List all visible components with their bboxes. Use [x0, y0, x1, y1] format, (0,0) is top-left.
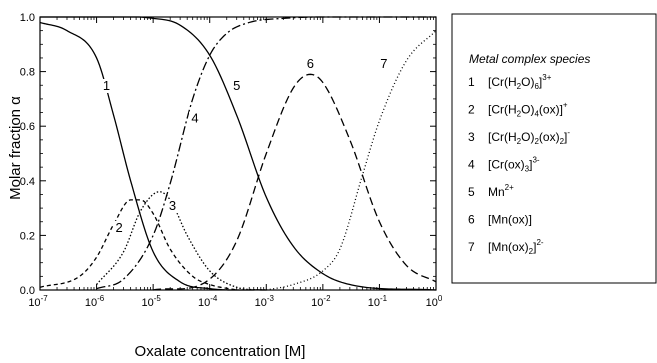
legend-number: 1	[468, 75, 475, 89]
x-axis: 10-7 10-6 10-5 10-4 10-3 10-2 10-1 100	[28, 17, 443, 309]
legend-number: 4	[468, 158, 475, 172]
x-tick-label: 10-3	[255, 294, 275, 309]
curves	[39, 16, 437, 291]
curve-label-bg	[166, 199, 179, 214]
x-axis-title: Oxalate concentration [M]	[135, 343, 306, 360]
legend-entry-7: [Mn(ox)2]2-	[488, 238, 544, 256]
x-tick-label: 10-1	[368, 294, 388, 309]
legend-number: 5	[468, 185, 475, 199]
curve-label-7: 7	[380, 56, 387, 71]
x-tick-label: 100	[426, 294, 443, 309]
legend-number: 2	[468, 103, 475, 117]
y-tick-label: 0.4	[20, 176, 35, 188]
curve-labels: 1 2 3 4 5 6 7	[100, 56, 390, 235]
curve-4	[96, 16, 436, 290]
y-tick-label: 1.0	[20, 12, 35, 24]
x-tick-label: 10-6	[85, 294, 105, 309]
curve-label-6: 6	[307, 56, 314, 71]
legend-number: 3	[468, 130, 475, 144]
curve-label-bg	[304, 57, 317, 72]
curve-label-5: 5	[233, 78, 240, 93]
curve-label-1: 1	[103, 78, 110, 93]
curve-label-2: 2	[115, 220, 122, 235]
y-tick-label: 0.0	[20, 285, 35, 297]
x-tick-label: 10-7	[28, 294, 48, 309]
curve-7	[266, 30, 437, 291]
y-tick-label: 0.2	[20, 230, 35, 242]
plot-area	[39, 16, 437, 291]
curve-6	[153, 73, 437, 291]
legend-number: 6	[468, 213, 475, 227]
legend: Metal complex species 1 [Cr(H2O)6]3+ 2 [Cr(…	[451, 13, 657, 284]
y-tick-label: 0.6	[20, 121, 35, 133]
x-tick-label: 10-2	[311, 294, 331, 309]
curve-label-bg	[100, 78, 113, 93]
curve-2	[39, 199, 237, 291]
legend-entry-5: Mn2+	[488, 183, 514, 199]
legend-entry-4: [Cr(ox)3]3-	[488, 156, 540, 174]
legend-entry-6: [Mn(ox)]	[488, 213, 532, 227]
curve-label-bg	[377, 57, 390, 72]
curve-5	[39, 16, 437, 291]
legend-box	[451, 13, 657, 284]
curve-3	[96, 191, 267, 291]
curve-label-bg	[189, 111, 202, 126]
x-tick-label: 10-4	[198, 294, 218, 309]
x-tick-label: 10-5	[141, 294, 161, 309]
y-axis-title: Molar fraction α	[7, 96, 24, 200]
legend-title: Metal complex species	[469, 52, 590, 66]
curve-label-3: 3	[169, 198, 176, 213]
legend-entry-1: [Cr(H2O)6]3+	[488, 73, 552, 91]
plot-frame	[39, 16, 437, 291]
curve-label-bg	[230, 78, 243, 93]
legend-number: 7	[468, 240, 475, 254]
legend-entry-2: [Cr(H2O)4(ox)]+	[488, 101, 568, 119]
legend-entry-3: [Cr(H2O)2(ox)2]-	[488, 128, 570, 146]
curve-1	[39, 21, 267, 291]
y-tick-label: 0.8	[20, 67, 35, 79]
curve-label-4: 4	[191, 111, 198, 126]
curve-label-bg	[113, 220, 126, 235]
y-axis: 0.0 0.2 0.4 0.6 0.8 1.0	[20, 12, 436, 297]
